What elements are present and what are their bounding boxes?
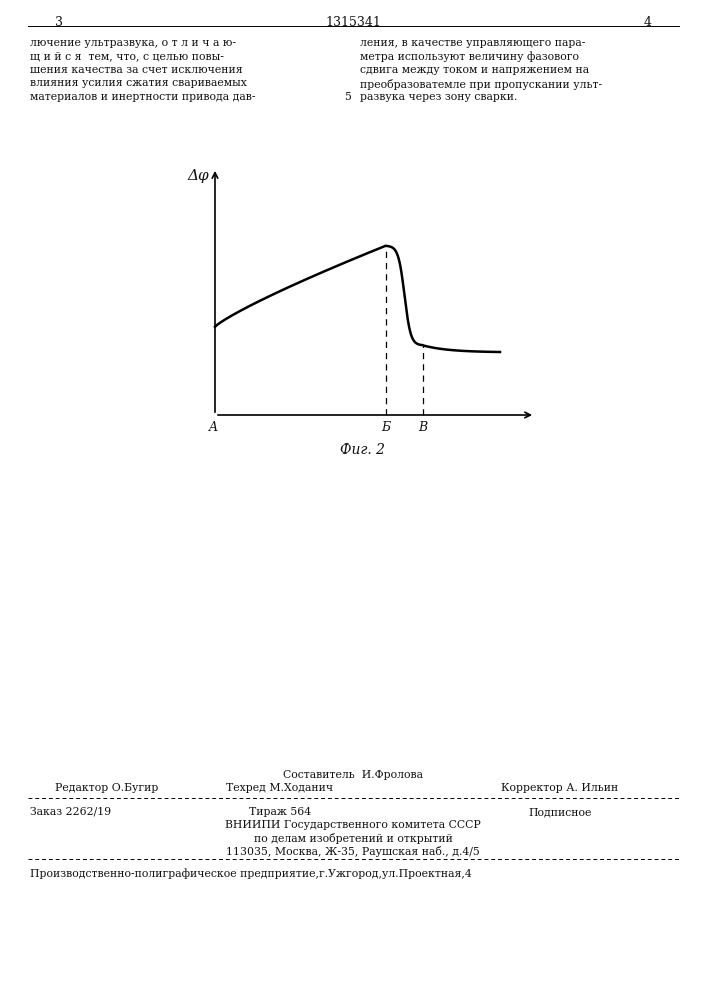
Text: по делам изобретений и открытий: по делам изобретений и открытий [254, 833, 452, 844]
Text: Фиг. 2: Фиг. 2 [340, 443, 385, 457]
Text: Техред М.Ходанич: Техред М.Ходанич [226, 783, 334, 793]
Text: A: A [209, 421, 218, 434]
Text: метра используют величину фазового: метра используют величину фазового [360, 51, 579, 62]
Text: 113035, Москва, Ж-35, Раушская наб., д.4/5: 113035, Москва, Ж-35, Раушская наб., д.4… [226, 846, 480, 857]
Text: сдвига между током и напряжением на: сдвига между током и напряжением на [360, 65, 589, 75]
Text: развука через зону сварки.: развука через зону сварки. [360, 92, 518, 102]
Text: ВНИИПИ Государственного комитета СССР: ВНИИПИ Государственного комитета СССР [225, 820, 481, 830]
Text: ления, в качестве управляющего пара-: ления, в качестве управляющего пара- [360, 38, 585, 48]
Text: Составитель  И.Фролова: Составитель И.Фролова [283, 770, 423, 780]
Text: 4: 4 [644, 16, 652, 29]
Text: 1315341: 1315341 [325, 16, 381, 29]
Text: преобразоватемле при пропускании ульт-: преобразоватемле при пропускании ульт- [360, 79, 602, 90]
Text: Заказ 2262/19: Заказ 2262/19 [30, 807, 111, 817]
Text: Производственно-полиграфическое предприятие,г.Ужгород,ул.Проектная,4: Производственно-полиграфическое предприя… [30, 868, 472, 879]
Text: Подписное: Подписное [528, 807, 592, 817]
Text: Тираж 564: Тираж 564 [249, 807, 311, 817]
Text: шения качества за счет исключения: шения качества за счет исключения [30, 65, 243, 75]
Text: щ и й с я  тем, что, с целью повы-: щ и й с я тем, что, с целью повы- [30, 51, 224, 62]
Text: Редактор О.Бугир: Редактор О.Бугир [55, 783, 158, 793]
Text: Δφ: Δφ [187, 169, 209, 183]
Text: 5: 5 [344, 92, 351, 102]
Text: влияния усилия сжатия свариваемых: влияния усилия сжатия свариваемых [30, 79, 247, 89]
Text: Корректор А. Ильин: Корректор А. Ильин [501, 783, 619, 793]
Text: материалов и инертности привода дав-: материалов и инертности привода дав- [30, 92, 255, 102]
Text: B: B [419, 421, 428, 434]
Text: лючение ультразвука, о т л и ч а ю-: лючение ультразвука, о т л и ч а ю- [30, 38, 236, 48]
Text: Б: Б [382, 421, 390, 434]
Text: 3: 3 [55, 16, 63, 29]
